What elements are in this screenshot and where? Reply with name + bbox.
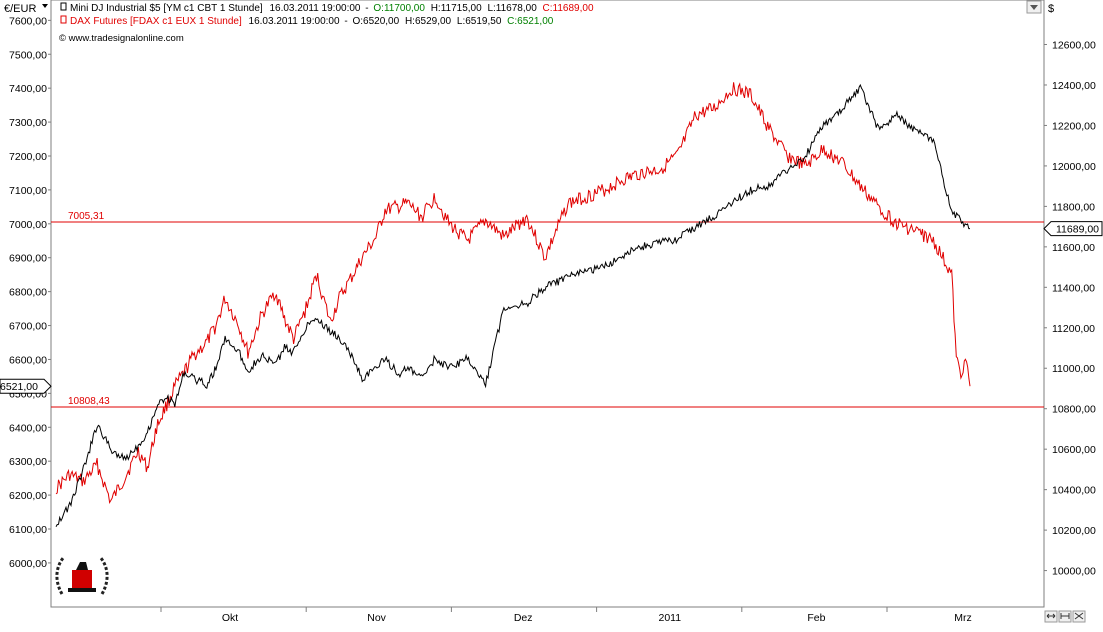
left-axis-tick-label: 6800,00 [9, 287, 47, 299]
plot-frame [50, 0, 1045, 608]
left-axis-tick-label: 7300,00 [9, 117, 47, 129]
left-axis-tick-label: 7000,00 [9, 219, 47, 231]
legend-fdax-open: O:6520,00 [352, 16, 399, 27]
watermark-text: © www.tradesignalonline.com [59, 33, 184, 44]
collapse-icon [1074, 612, 1084, 620]
right-axis-tick-label: 11400,00 [1052, 282, 1095, 294]
left-axis-tick-label: 6900,00 [9, 253, 47, 265]
reference-line-label: 7005,31 [68, 211, 105, 222]
chevron-down-icon [1030, 5, 1038, 10]
legend-fdax-name: DAX Futures [FDAX c1 EUX 1 Stunde] [70, 16, 242, 27]
left-axis-tick-label: 6300,00 [9, 456, 47, 468]
left-axis-tick-label: 7600,00 [9, 15, 47, 27]
left-axis-tick-label: 6200,00 [9, 490, 47, 502]
right-axis-tick-label: 12200,00 [1052, 120, 1096, 132]
right-axis-tick-label: 10000,00 [1052, 566, 1096, 578]
currency-label: €/EUR [4, 3, 36, 15]
legend-ym: Mini DJ Industrial $5 [YM c1 CBT 1 Stund… [70, 3, 594, 14]
left-axis-tick-label: 7400,00 [9, 83, 47, 95]
legend-fdax-close: C:6521,00 [507, 16, 554, 27]
left-axis-tick-label: 7100,00 [9, 185, 47, 197]
legend-fdax-time: 16.03.2011 19:00:00 [249, 16, 340, 27]
reference-line-label: 10808,43 [68, 396, 110, 407]
left-axis-tick-label: 6400,00 [9, 422, 47, 434]
x-axis-label: Nov [367, 612, 386, 624]
last-price-tag-right: 11689,00 [1043, 221, 1103, 237]
x-axis: Okt Nov Dez 2011 Feb Mrz [160, 607, 972, 624]
candle-icon [60, 2, 67, 11]
left-axis-tick-label: 6600,00 [9, 354, 47, 366]
left-axis-tick-label: 7200,00 [9, 151, 47, 163]
expand-icon [1060, 613, 1070, 619]
series-line-djia [55, 83, 970, 528]
logo-icon [55, 556, 109, 595]
legend-ym-time: 16.03.2011 19:00:00 [269, 3, 360, 14]
right-axis-tick-label: 12600,00 [1052, 40, 1096, 52]
right-axis-tick-label: 12000,00 [1052, 161, 1096, 173]
right-axis-tick-label: 11800,00 [1052, 201, 1095, 213]
legend-entry-fdax[interactable]: DAX Futures [FDAX c1 EUX 1 Stunde] 16.03… [60, 15, 554, 27]
currency-selector[interactable]: €/EUR [4, 3, 48, 15]
legend-ym-name: Mini DJ Industrial $5 [YM c1 CBT 1 Stund… [70, 3, 263, 14]
x-axis-label: Mrz [954, 612, 972, 624]
right-axis-tick-label: 10200,00 [1052, 525, 1096, 537]
left-axis: 6000,006100,006200,006300,006400,006500,… [0, 15, 52, 570]
legend-fdax-low: L:6519,50 [457, 16, 502, 27]
zoom-out-button[interactable] [1058, 610, 1072, 623]
left-axis-tick-label: 7500,00 [9, 49, 47, 61]
last-price-tag-right-label: 11689,00 [1056, 224, 1099, 236]
right-axis-tick-label: 12400,00 [1052, 80, 1096, 92]
chart-settings-button[interactable] [1026, 0, 1042, 14]
x-axis-label: Okt [222, 612, 238, 624]
right-axis-unit: $ [1048, 3, 1054, 15]
legend-entry-ym[interactable]: Mini DJ Industrial $5 [YM c1 CBT 1 Stund… [60, 2, 594, 14]
right-axis-tick-label: 10600,00 [1052, 444, 1096, 456]
x-axis-label: 2011 [659, 612, 682, 624]
series-lines [55, 82, 971, 528]
candle-icon [60, 15, 67, 24]
right-axis-tick-label: 10400,00 [1052, 485, 1096, 497]
legend-ym-high: H:11715,00 [431, 3, 482, 14]
legend-ym-open: O:11700,00 [373, 3, 425, 14]
plot-area [50, 0, 1045, 608]
legend-ym-low: L:11678,00 [487, 3, 537, 14]
x-axis-label: Feb [807, 612, 825, 624]
reference-lines: 7005,31 10808,43 [51, 211, 1044, 408]
right-axis-tick-label: 11600,00 [1052, 242, 1095, 254]
zoom-in-button[interactable] [1072, 610, 1086, 623]
scroll-arrows-icon [1046, 613, 1056, 619]
legend-fdax-high: H:6529,00 [405, 16, 452, 27]
zoom-controls [1044, 610, 1086, 623]
legend-ym-close: C:11689,00 [543, 3, 594, 14]
chevron-down-icon [42, 4, 48, 8]
legend-fdax: DAX Futures [FDAX c1 EUX 1 Stunde] 16.03… [70, 16, 554, 27]
left-axis-tick-label: 6700,00 [9, 321, 47, 333]
series-line-dax [55, 82, 971, 504]
right-axis-tick-label: 11200,00 [1052, 323, 1095, 335]
x-axis-label: Dez [514, 612, 533, 624]
right-axis: 10000,00 10200,00 10400,00 10600,00 10800,00… [1043, 40, 1103, 578]
left-axis-tick-label: 6000,00 [9, 558, 47, 570]
last-price-tag-left-label: 6521,00 [0, 381, 38, 393]
scroll-both-button[interactable] [1044, 610, 1058, 623]
right-axis-tick-label: 10800,00 [1052, 404, 1096, 416]
right-axis-tick-label: 11000,00 [1052, 363, 1095, 375]
last-price-tag-left-box [0, 378, 52, 394]
last-price-tag-right-box [1043, 221, 1103, 237]
left-axis-tick-label: 6100,00 [9, 524, 47, 536]
last-price-tag-left: 6521,00 [0, 378, 52, 394]
